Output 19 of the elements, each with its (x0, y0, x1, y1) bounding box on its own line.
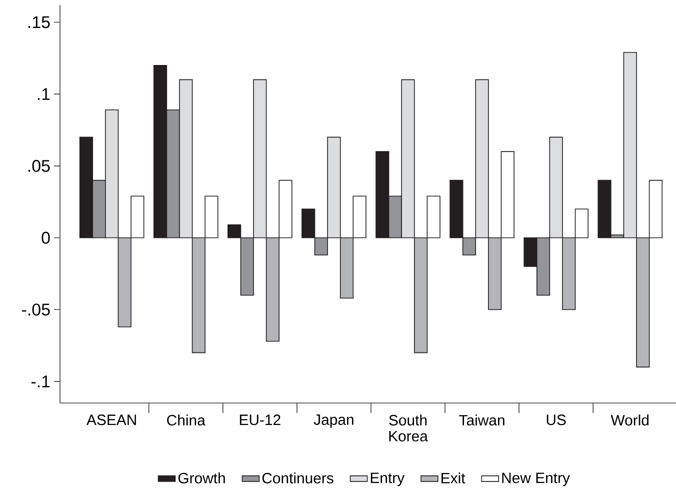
y-tick-label: .1 (38, 88, 50, 100)
legend-label: Exit (442, 472, 466, 484)
legend-label: Continuers (262, 472, 334, 484)
x-tick-label: South Korea (389, 414, 428, 442)
x-tick-label: US (546, 414, 566, 426)
legend-label: New Entry (502, 472, 570, 486)
y-tick-label: -.05 (22, 304, 50, 316)
y-tick-label: -.1 (31, 376, 50, 388)
x-tick-label: ASEAN (86, 414, 136, 426)
x-tick-label: China (167, 414, 206, 426)
y-tick-label: .05 (28, 160, 50, 172)
legend-label: Growth (178, 472, 225, 484)
x-tick-label: EU-12 (240, 414, 280, 426)
y-tick-label: 0 (42, 232, 50, 244)
x-tick-label: Japan (314, 414, 354, 428)
x-tick-label: World (610, 414, 649, 426)
x-tick-label: Taiwan (459, 414, 504, 426)
legend-label: Entry (370, 472, 405, 486)
y-tick-label: .15 (28, 16, 50, 28)
